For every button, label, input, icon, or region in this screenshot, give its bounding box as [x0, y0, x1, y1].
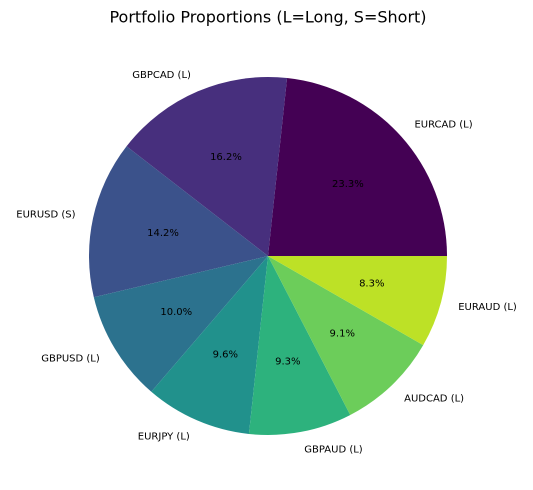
percent-label: 14.2%	[147, 228, 179, 239]
pie-slice	[268, 256, 447, 346]
percent-label: 23.3%	[332, 179, 364, 190]
percent-label: 9.1%	[330, 329, 355, 340]
percent-label: 10.0%	[160, 307, 192, 318]
slice-label: EURJPY (L)	[138, 432, 190, 443]
pie-slice	[93, 256, 268, 392]
percent-label: 16.2%	[210, 152, 242, 163]
percent-label: 9.3%	[275, 357, 300, 368]
pie-slice	[126, 77, 288, 256]
slice-label: EURAUD (L)	[458, 302, 517, 313]
slice-label: GBPAUD (L)	[304, 445, 363, 456]
pie-slice	[268, 256, 424, 415]
slice-label: EURCAD (L)	[414, 119, 472, 130]
slice-label: AUDCAD (L)	[404, 393, 464, 404]
pie-slice	[89, 146, 268, 298]
pie-slice	[151, 256, 268, 434]
chart-title: Portfolio Proportions (L=Long, S=Short)	[109, 8, 426, 27]
pie-slice	[268, 78, 447, 256]
slice-label: GBPUSD (L)	[41, 353, 100, 364]
pie-slice	[248, 256, 351, 435]
percent-label: 8.3%	[359, 279, 384, 290]
slice-label: GBPCAD (L)	[132, 70, 191, 81]
percent-label: 9.6%	[213, 350, 238, 361]
slice-label: EURUSD (S)	[16, 209, 75, 220]
